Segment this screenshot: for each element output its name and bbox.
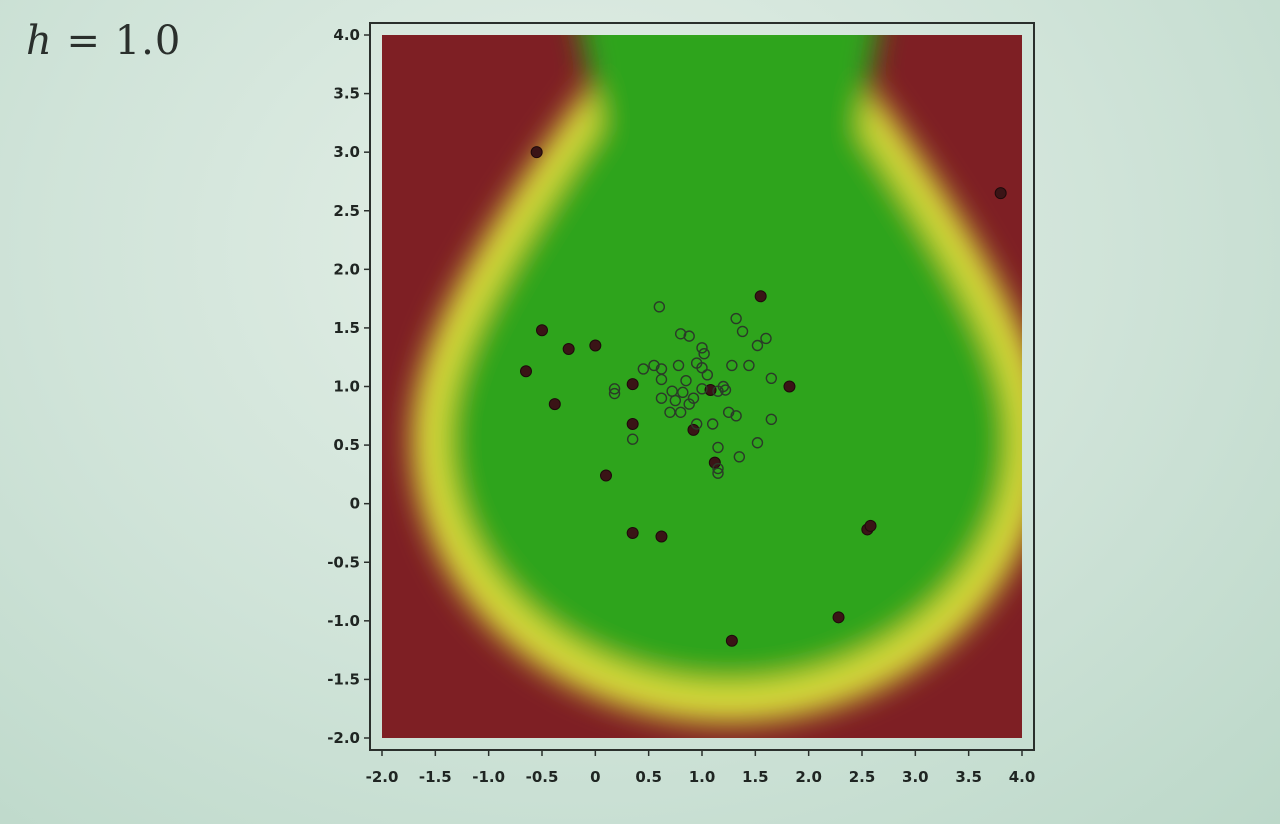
filled-point: [754, 290, 767, 303]
hollow-point: [736, 325, 749, 338]
hollow-point: [683, 330, 695, 342]
hollow-point: [626, 433, 639, 445]
hollow-point: [726, 359, 738, 372]
x-tick-label: 4.0: [1009, 768, 1036, 786]
hollow-point: [608, 387, 621, 400]
filled-point: [783, 380, 796, 393]
hollow-point: [653, 301, 666, 313]
hollow-point: [648, 359, 660, 372]
x-tick-label: 3.5: [955, 768, 982, 786]
y-tick-label: 3.0: [333, 143, 360, 161]
hollow-point: [730, 312, 742, 325]
x-tick-label: -1.5: [419, 768, 452, 786]
filled-point: [864, 519, 877, 532]
hollow-point: [637, 363, 650, 375]
y-tick-label: -2.0: [327, 729, 360, 747]
hollow-point: [674, 406, 687, 418]
hollow-point: [687, 392, 700, 404]
y-tick-label: 1.5: [333, 319, 360, 337]
filled-point: [600, 469, 612, 482]
filled-point: [626, 417, 639, 430]
hollow-point: [696, 342, 708, 354]
hollow-point: [760, 332, 772, 345]
hollow-point: [722, 406, 735, 418]
title-value: = 1.0: [52, 18, 182, 64]
hollow-point: [743, 359, 755, 372]
hollow-point: [677, 386, 689, 399]
hollow-point: [701, 369, 714, 381]
x-tick-label: 2.0: [795, 768, 822, 786]
y-tick-label: -1.0: [327, 612, 360, 630]
x-tick-label: 0: [590, 768, 600, 786]
hollow-point: [706, 418, 719, 430]
filled-point: [536, 324, 548, 337]
title-variable: h: [26, 18, 53, 64]
slide-title: h = 1.0: [26, 18, 181, 64]
filled-point: [589, 339, 602, 352]
filled-point: [708, 456, 721, 469]
hollow-point: [712, 467, 724, 479]
hollow-point: [751, 339, 764, 352]
filled-point: [520, 365, 532, 378]
heatmap-region: [382, 35, 1022, 738]
filled-point: [687, 423, 700, 436]
x-tick-label: 3.0: [902, 768, 929, 786]
hollow-point: [680, 374, 692, 387]
hollow-point: [730, 410, 742, 422]
y-tick-label: 0: [350, 495, 360, 513]
hollow-point: [696, 362, 708, 374]
x-tick-label: 1.5: [742, 768, 769, 786]
y-tick-label: 4.0: [333, 26, 360, 44]
y-tick-label: 2.5: [333, 202, 360, 220]
filled-point: [562, 343, 575, 356]
filled-point: [832, 611, 845, 624]
y-tick-label: 2.0: [333, 260, 360, 278]
hollow-point: [765, 413, 778, 426]
x-tick-label: 1.0: [689, 768, 716, 786]
hollow-point: [765, 372, 778, 384]
y-tick-label: 1.0: [333, 378, 360, 396]
x-tick-label: -0.5: [526, 768, 559, 786]
filled-point: [994, 187, 1007, 200]
hollow-point: [674, 328, 687, 340]
hollow-point: [712, 462, 724, 475]
hollow-point: [672, 359, 685, 372]
hollow-point: [690, 418, 703, 430]
x-tick-label: 0.5: [635, 768, 662, 786]
hollow-point: [655, 373, 668, 386]
filled-point: [655, 530, 668, 543]
hollow-point: [669, 394, 682, 407]
x-tick-label: 2.5: [849, 768, 876, 786]
hollow-point: [719, 384, 732, 396]
hollow-point: [608, 383, 621, 395]
filled-point: [530, 146, 543, 159]
filled-point: [548, 398, 561, 411]
hollow-point: [751, 437, 764, 449]
neck-region: [580, 35, 878, 153]
x-tick-label: -2.0: [366, 768, 399, 786]
filled-point: [626, 378, 639, 391]
y-tick-label: -0.5: [327, 553, 360, 571]
filled-point: [725, 634, 738, 647]
filled-point: [626, 526, 639, 539]
hollow-point: [655, 392, 668, 404]
y-tick-label: 0.5: [333, 436, 360, 454]
hollow-point: [698, 347, 710, 360]
y-tick-label: 3.5: [333, 85, 360, 103]
hollow-point: [696, 383, 708, 395]
hollow-point: [712, 441, 724, 454]
x-tick-label: -1.0: [472, 768, 505, 786]
y-tick-label: -1.5: [327, 670, 360, 688]
hollow-point: [733, 451, 746, 463]
